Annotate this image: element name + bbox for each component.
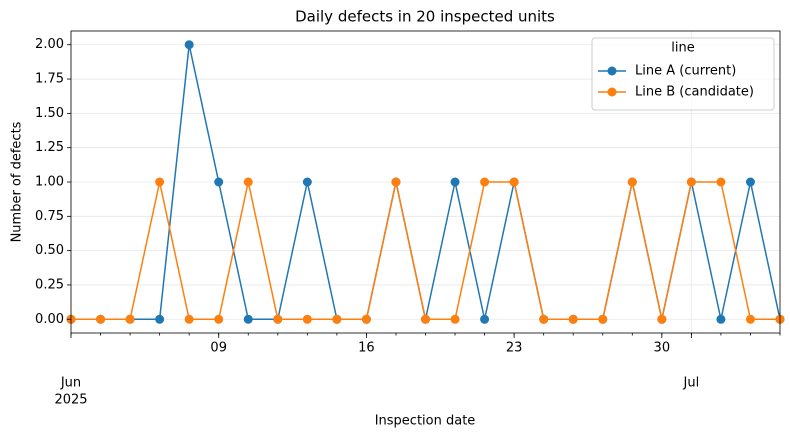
point [243, 314, 253, 324]
point [155, 177, 165, 187]
point [243, 177, 253, 187]
y-tick-label: 1.75 [35, 72, 64, 87]
point [184, 314, 194, 324]
point [509, 177, 519, 187]
x-tick-label: 30 [654, 341, 671, 356]
legend-title: line [671, 41, 694, 56]
y-tick-label: 0.75 [35, 209, 64, 224]
legend-box [591, 37, 775, 111]
point [302, 177, 312, 187]
point [745, 177, 755, 187]
point [302, 314, 312, 324]
point [214, 314, 224, 324]
year-label: 2025 [54, 393, 87, 408]
x-tick-label: 09 [210, 341, 227, 356]
point [391, 177, 401, 187]
point [332, 314, 342, 324]
y-tick-label: 0.00 [35, 312, 64, 327]
y-tick-label: 0.50 [35, 243, 64, 258]
point [745, 314, 755, 324]
y-tick-label: 0.25 [35, 277, 64, 292]
point [686, 177, 696, 187]
point [568, 314, 578, 324]
month-label: Jun [60, 376, 81, 391]
point [273, 314, 283, 324]
point [96, 314, 106, 324]
x-tick-label: 16 [358, 341, 375, 356]
legend-marker [607, 87, 617, 97]
point [598, 314, 608, 324]
chart-title: Daily defects in 20 inspected units [295, 8, 555, 26]
point [480, 177, 490, 187]
y-axis-label: Number of defects [10, 121, 25, 242]
point [214, 177, 224, 187]
plot [66, 40, 785, 324]
point [155, 314, 165, 324]
x-axis-label: Inspection date [375, 414, 476, 429]
x-tick-label: 23 [506, 341, 523, 356]
point [480, 314, 490, 324]
point [450, 177, 460, 187]
plot-frame [70, 30, 781, 334]
point [716, 177, 726, 187]
y-tick-label: 1.50 [35, 106, 64, 121]
point [125, 314, 135, 324]
month-label: Jul [683, 376, 700, 391]
legend: line Line A (current) Line B (candidate) [591, 37, 775, 111]
point [361, 314, 371, 324]
point [421, 314, 430, 324]
point [184, 40, 194, 50]
y-tick-label: 2.00 [35, 37, 64, 52]
point [450, 314, 460, 324]
point [716, 314, 726, 324]
point [657, 314, 667, 324]
y-tick-label: 1.00 [35, 175, 64, 190]
legend-label: Line B (candidate) [635, 85, 754, 100]
legend-marker [607, 66, 617, 76]
y-tick-label: 1.25 [35, 140, 64, 155]
point [539, 314, 549, 324]
legend-label: Line A (current) [635, 64, 736, 79]
point [627, 177, 637, 187]
